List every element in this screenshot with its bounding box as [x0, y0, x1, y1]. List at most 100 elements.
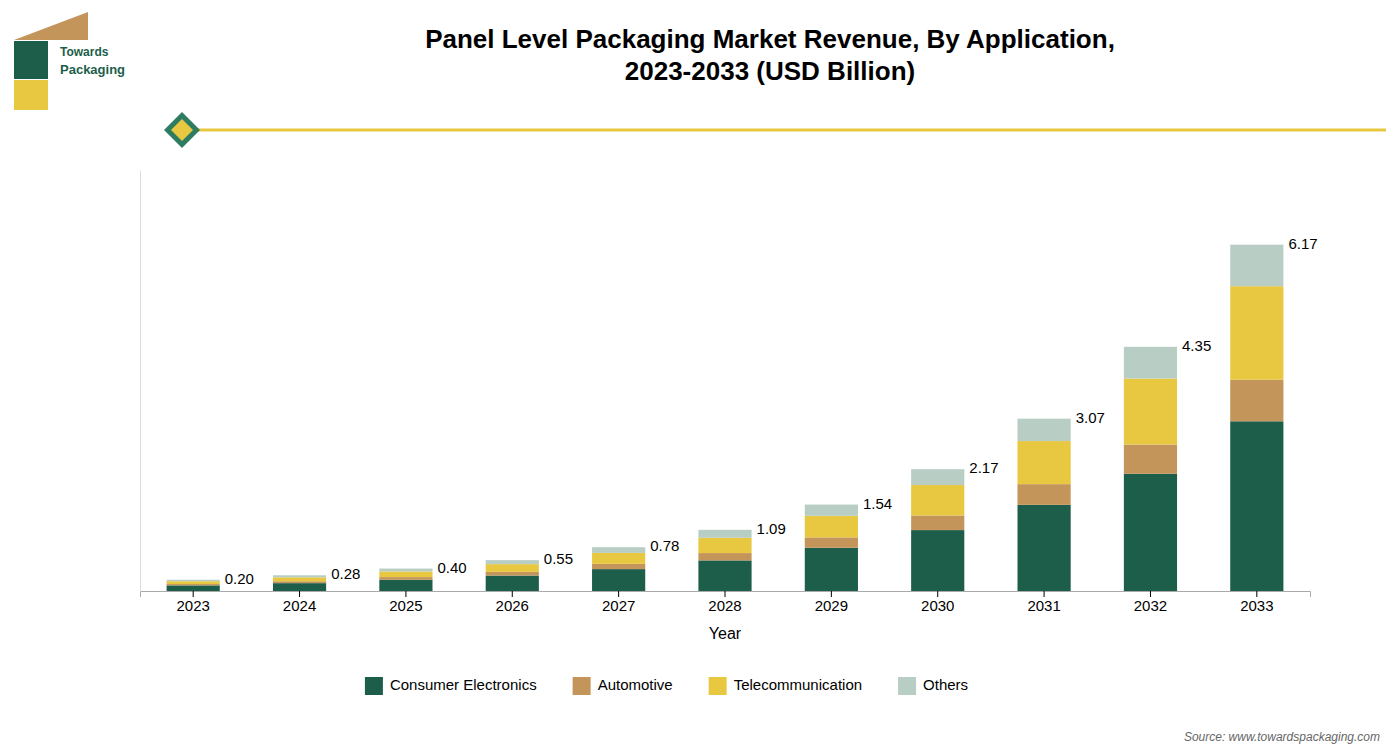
bar-segment	[1018, 505, 1071, 591]
logo	[164, 112, 200, 148]
title-rule	[182, 129, 1386, 132]
data-label: 0.28	[331, 565, 360, 582]
axis-line	[140, 171, 141, 592]
bar-segment	[167, 581, 220, 584]
series	[167, 245, 1284, 582]
y-axis	[140, 171, 141, 592]
legend-label: Consumer Electronics	[390, 676, 537, 693]
bar-segment	[1018, 441, 1071, 484]
bar-segment	[805, 516, 858, 538]
legend-item: Automotive	[573, 676, 673, 695]
tick: 2032	[1134, 591, 1167, 614]
bar-segment	[911, 530, 964, 591]
bar-segment	[911, 485, 964, 515]
logo: Towards Packaging	[14, 12, 125, 110]
logo-shape	[14, 80, 48, 110]
tick-label: 2024	[283, 597, 316, 614]
data-label: 0.40	[438, 559, 467, 576]
axis-title: Year	[709, 625, 742, 642]
bar-segment	[486, 560, 539, 564]
bar-segment	[379, 569, 432, 572]
data-label: 4.35	[1182, 337, 1211, 354]
tick: 2024	[283, 591, 316, 614]
bar-segment	[592, 547, 645, 553]
tick-label: 2026	[496, 597, 529, 614]
legend-swatch	[573, 677, 591, 695]
data-label: 0.55	[544, 550, 573, 567]
bar-segment	[486, 576, 539, 591]
tick-label: 2032	[1134, 597, 1167, 614]
logo-shape	[164, 112, 200, 148]
data-label: 2.17	[969, 459, 998, 476]
tick: 2027	[602, 591, 635, 614]
logo-shape	[14, 12, 88, 40]
legend-swatch	[709, 677, 727, 695]
bar-segment	[167, 585, 220, 591]
tick-label: 2027	[602, 597, 635, 614]
logo-text: Towards	[60, 45, 109, 59]
series	[167, 421, 1284, 591]
bar-segment	[698, 553, 751, 560]
bars	[167, 245, 1284, 591]
legend-swatch	[898, 677, 916, 695]
legend-label: Automotive	[598, 676, 673, 693]
data-label: 0.78	[650, 537, 679, 554]
tick: 2025	[389, 591, 422, 614]
bar-segment	[805, 537, 858, 547]
tick-label: 2031	[1027, 597, 1060, 614]
bar-segment	[379, 580, 432, 591]
bar-segment	[167, 580, 220, 581]
bar-segment	[273, 575, 326, 577]
data-label: 0.20	[225, 570, 254, 587]
legend-label: Telecommunication	[734, 676, 862, 693]
chart: Towards Packaging Panel Level Packaging Ma…	[0, 0, 1400, 751]
bar-segment	[1018, 484, 1071, 505]
legend-item: Others	[898, 676, 968, 695]
legend-item: Consumer Electronics	[365, 676, 537, 695]
tick-label: 2025	[389, 597, 422, 614]
title: Panel Level Packaging Market Revenue, By…	[425, 24, 1115, 86]
bar-segment	[273, 583, 326, 591]
tick: 2033	[1240, 591, 1273, 614]
bar-segment	[698, 538, 751, 553]
bar-segment	[1124, 474, 1177, 591]
bar-segment	[1124, 347, 1177, 379]
bar-segment	[379, 577, 432, 580]
source: Source: www.towardspackaging.com	[1184, 730, 1380, 744]
bar-segment	[805, 548, 858, 591]
legend-item: Telecommunication	[709, 676, 862, 695]
bar-segment	[486, 564, 539, 572]
bar-segment	[379, 571, 432, 577]
bar-segment	[592, 564, 645, 569]
x-axis: 2023 2024 2025 2026 2027 2028 2029 2030 2031 2032…	[141, 591, 1311, 614]
logo-shape	[14, 41, 48, 79]
tick: 2030	[921, 591, 954, 614]
bar-segment	[1124, 444, 1177, 473]
bar-segment	[273, 581, 326, 583]
tick-label: 2029	[815, 597, 848, 614]
tick-label: 2033	[1240, 597, 1273, 614]
data-label: 6.17	[1288, 235, 1317, 252]
bar-segment	[805, 505, 858, 516]
bar-segment	[592, 569, 645, 591]
tick: 2028	[708, 591, 741, 614]
tick-label: 2030	[921, 597, 954, 614]
logo-text: Packaging	[60, 62, 125, 77]
bar-segment	[486, 572, 539, 576]
tick: 2031	[1027, 591, 1060, 614]
tick-label: 2028	[708, 597, 741, 614]
bar-segment	[273, 577, 326, 581]
tick-label: 2023	[176, 597, 209, 614]
tick: 2026	[496, 591, 529, 614]
bar-segment	[1230, 380, 1283, 422]
bar-segment	[911, 515, 964, 530]
series	[167, 380, 1284, 586]
legend: Consumer Electronics Automotive Telecommun…	[365, 676, 968, 695]
bar-segment	[167, 584, 220, 585]
bar-segment	[592, 553, 645, 564]
bar-segment	[1230, 421, 1283, 591]
data-labels: 0.200.280.400.550.781.091.542.173.074.35…	[225, 235, 1318, 587]
tick: 2029	[815, 591, 848, 614]
bar-segment	[911, 469, 964, 485]
bar-segment	[1124, 379, 1177, 445]
